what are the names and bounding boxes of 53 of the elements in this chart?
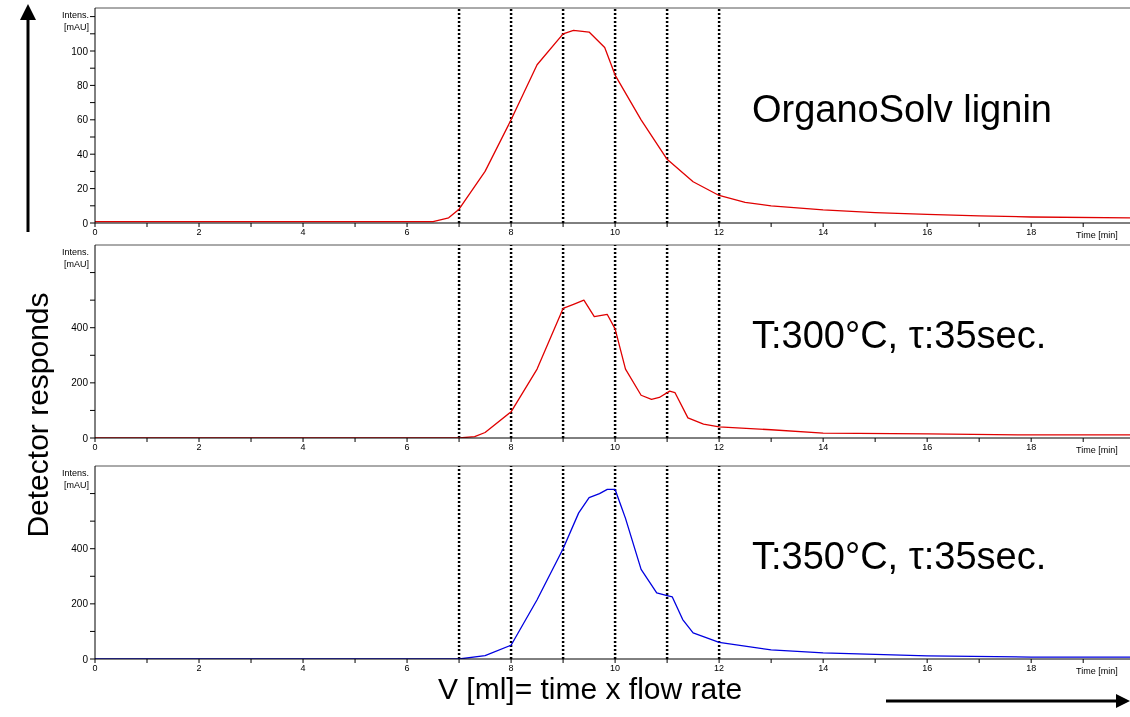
x-tick-label: 12 <box>714 663 725 674</box>
x-tick-label: 8 <box>508 663 514 674</box>
y-tick-label: 0 <box>82 432 89 444</box>
x-tick-label: 12 <box>714 442 725 453</box>
y-tick-label: 60 <box>76 114 89 126</box>
x-axis-title: Time [min] <box>1076 230 1118 240</box>
x-tick-label: 6 <box>404 663 410 674</box>
x-tick-label: 18 <box>1026 227 1037 238</box>
text: V [ml]= time x flow rate <box>438 672 743 706</box>
x-tick-label: 6 <box>404 442 410 453</box>
x-tick-label: 14 <box>818 442 829 453</box>
y-tick-label: 80 <box>76 79 89 91</box>
x-tick-label: 0 <box>92 442 98 453</box>
y-tick-label: 0 <box>82 217 89 229</box>
x-tick-label: 16 <box>922 442 933 453</box>
y-tick-label: 0 <box>82 653 89 665</box>
x-tick-label: 14 <box>818 227 829 238</box>
text: T:300°C, τ:35sec. <box>752 313 1047 357</box>
y-tick-label: 400 <box>71 543 89 555</box>
x-tick-label: 18 <box>1026 663 1037 674</box>
x-tick-label: 10 <box>610 663 621 674</box>
y-tick-label: 20 <box>76 183 89 195</box>
x-tick-label: 2 <box>196 663 202 674</box>
text: Detector responds <box>21 292 55 538</box>
x-tick-label: 18 <box>1026 442 1037 453</box>
x-axis-title: Time [min] <box>1076 445 1118 455</box>
text: T:350°C, τ:35sec. <box>752 534 1047 578</box>
y-tick-label: 100 <box>71 45 89 57</box>
y-axis-title: Intens. [mAU] <box>60 9 89 33</box>
x-tick-label: 2 <box>196 442 202 453</box>
x-tick-label: 10 <box>610 442 621 453</box>
y-tick-label: 200 <box>71 377 89 389</box>
x-axis-title: Time [min] <box>1076 666 1118 676</box>
x-tick-label: 16 <box>922 663 933 674</box>
x-tick-label: 4 <box>300 663 306 674</box>
y-tick-label: 200 <box>71 598 89 610</box>
x-tick-label: 8 <box>508 227 514 238</box>
x-tick-label: 12 <box>714 227 725 238</box>
x-tick-label: 4 <box>300 227 306 238</box>
x-tick-label: 0 <box>92 663 98 674</box>
x-tick-label: 14 <box>818 663 829 674</box>
x-tick-label: 0 <box>92 227 98 238</box>
x-tick-label: 2 <box>196 227 202 238</box>
x-tick-label: 10 <box>610 227 621 238</box>
x-tick-label: 8 <box>508 442 514 453</box>
y-tick-label: 400 <box>71 322 89 334</box>
text: OrganoSolv lignin <box>752 87 1052 131</box>
x-tick-label: 6 <box>404 227 410 238</box>
x-tick-label: 16 <box>922 227 933 238</box>
y-tick-label: 40 <box>76 148 89 160</box>
x-tick-label: 4 <box>300 442 306 453</box>
y-axis-title: Intens. [mAU] <box>60 246 89 270</box>
y-axis-title: Intens. [mAU] <box>61 468 89 490</box>
